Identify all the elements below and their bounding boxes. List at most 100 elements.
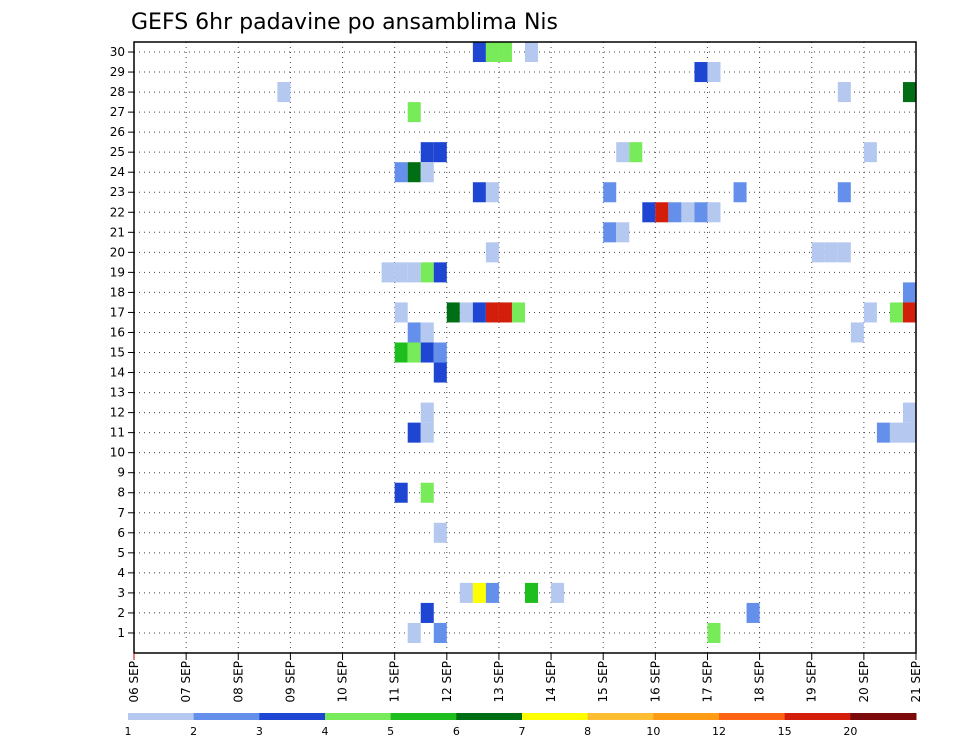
colorbar: 1 2 3 4 5 6 7 8 10 12 15 20 (125, 713, 917, 738)
heatmap-cell (420, 422, 434, 443)
colorbar-swatch (719, 713, 786, 720)
heatmap-cell (616, 222, 630, 243)
heatmap-cell (889, 422, 903, 443)
heatmap-cell (694, 202, 708, 223)
heatmap-cell (420, 342, 434, 363)
y-tick-label: 30 (110, 45, 125, 59)
heatmap-cell (420, 322, 434, 343)
y-tick-label: 12 (110, 406, 125, 420)
heatmap-cell (707, 622, 721, 643)
heatmap-cell (668, 202, 682, 223)
heatmap-cell (472, 42, 486, 63)
x-tick-label: 06 SEP (127, 661, 141, 703)
heatmap-cell (889, 302, 903, 323)
x-tick-label: 14 SEP (544, 661, 558, 703)
x-tick-label: 08 SEP (231, 661, 245, 703)
colorbar-swatch (850, 713, 917, 720)
y-tick-label: 24 (110, 165, 125, 179)
heatmap-cell (459, 582, 473, 603)
y-tick-label: 27 (110, 105, 125, 119)
colorbar-swatch (325, 713, 392, 720)
heatmap-cell (616, 142, 630, 163)
colorbar-label: 5 (387, 725, 394, 738)
heatmap-cell (746, 602, 760, 623)
y-tick-label: 14 (110, 366, 125, 380)
y-tick-label: 11 (110, 426, 125, 440)
heatmap-cell (902, 82, 916, 103)
x-tick-label: 21 SEP (909, 661, 923, 703)
heatmap-cell (472, 302, 486, 323)
heatmap-cell (420, 602, 434, 623)
x-tick-label: 09 SEP (283, 661, 297, 703)
colorbar-swatch (456, 713, 523, 720)
y-tick-label: 4 (117, 566, 125, 580)
heatmap-cell (433, 262, 447, 283)
grid-lines (134, 42, 916, 653)
x-axis-ticks: 06 SEP 07 SEP 08 SEP 09 SEP 10 SEP 11 SEP 12 S… (127, 653, 923, 703)
x-tick-label: 19 SEP (805, 661, 819, 703)
x-tick-label: 13 SEP (492, 661, 506, 703)
heatmap-cell (655, 202, 669, 223)
colorbar-label: 7 (519, 725, 526, 738)
heatmap-cell (407, 102, 421, 123)
colorbar-swatch (390, 713, 457, 720)
plot-frame (133, 41, 917, 654)
colorbar-swatch (259, 713, 326, 720)
heatmap-cell (629, 142, 643, 163)
y-tick-label: 2 (117, 606, 125, 620)
y-tick-label: 26 (110, 125, 125, 139)
heatmap-cell (407, 342, 421, 363)
heatmap-cell (485, 242, 499, 263)
heatmap-cell (433, 342, 447, 363)
heatmap-cell (381, 262, 395, 283)
heatmap-cell (277, 82, 291, 103)
colorbar-swatch (587, 713, 654, 720)
y-tick-label: 22 (110, 205, 125, 219)
y-tick-label: 17 (110, 305, 125, 319)
heatmap-cell (407, 422, 421, 443)
heatmap-cells (277, 42, 916, 643)
colorbar-swatch (128, 713, 195, 720)
heatmap-cell (420, 402, 434, 423)
y-tick-label: 23 (110, 185, 125, 199)
heatmap-cell (433, 622, 447, 643)
heatmap-cell (511, 302, 525, 323)
colorbar-label: 4 (322, 725, 329, 738)
y-axis-ticks: 1234567891011121314151617181920212223242… (110, 45, 134, 640)
heatmap-cell (485, 582, 499, 603)
y-tick-label: 6 (117, 526, 125, 540)
heatmap-cell (902, 302, 916, 323)
heatmap-cell (525, 42, 539, 63)
heatmap-cell (681, 202, 695, 223)
x-tick-label: 18 SEP (753, 661, 767, 703)
x-tick-label: 16 SEP (648, 661, 662, 703)
x-tick-label: 11 SEP (388, 661, 402, 703)
heatmap-cell (603, 222, 617, 243)
y-tick-label: 9 (117, 466, 125, 480)
heatmap-cell (420, 162, 434, 183)
heatmap-cell (902, 422, 916, 443)
heatmap-cell (407, 622, 421, 643)
heatmap-cell (433, 142, 447, 163)
heatmap-cell (472, 182, 486, 203)
heatmap-cell (902, 402, 916, 423)
y-tick-label: 3 (117, 586, 125, 600)
heatmap-cell (420, 482, 434, 503)
heatmap-cell (433, 362, 447, 383)
colorbar-label: 15 (778, 725, 792, 738)
colorbar-swatch (193, 713, 260, 720)
y-tick-label: 16 (110, 325, 125, 339)
x-tick-label: 20 SEP (857, 661, 871, 703)
colorbar-label: 20 (843, 725, 857, 738)
colorbar-swatch (784, 713, 851, 720)
heatmap-cell (472, 582, 486, 603)
y-tick-label: 20 (110, 245, 125, 259)
heatmap-cell (394, 162, 408, 183)
heatmap-cell (642, 202, 656, 223)
heatmap-cell (876, 422, 890, 443)
heatmap-cell (863, 302, 877, 323)
heatmap-cell (837, 182, 851, 203)
y-tick-label: 18 (110, 285, 125, 299)
colorbar-label: 3 (256, 725, 263, 738)
